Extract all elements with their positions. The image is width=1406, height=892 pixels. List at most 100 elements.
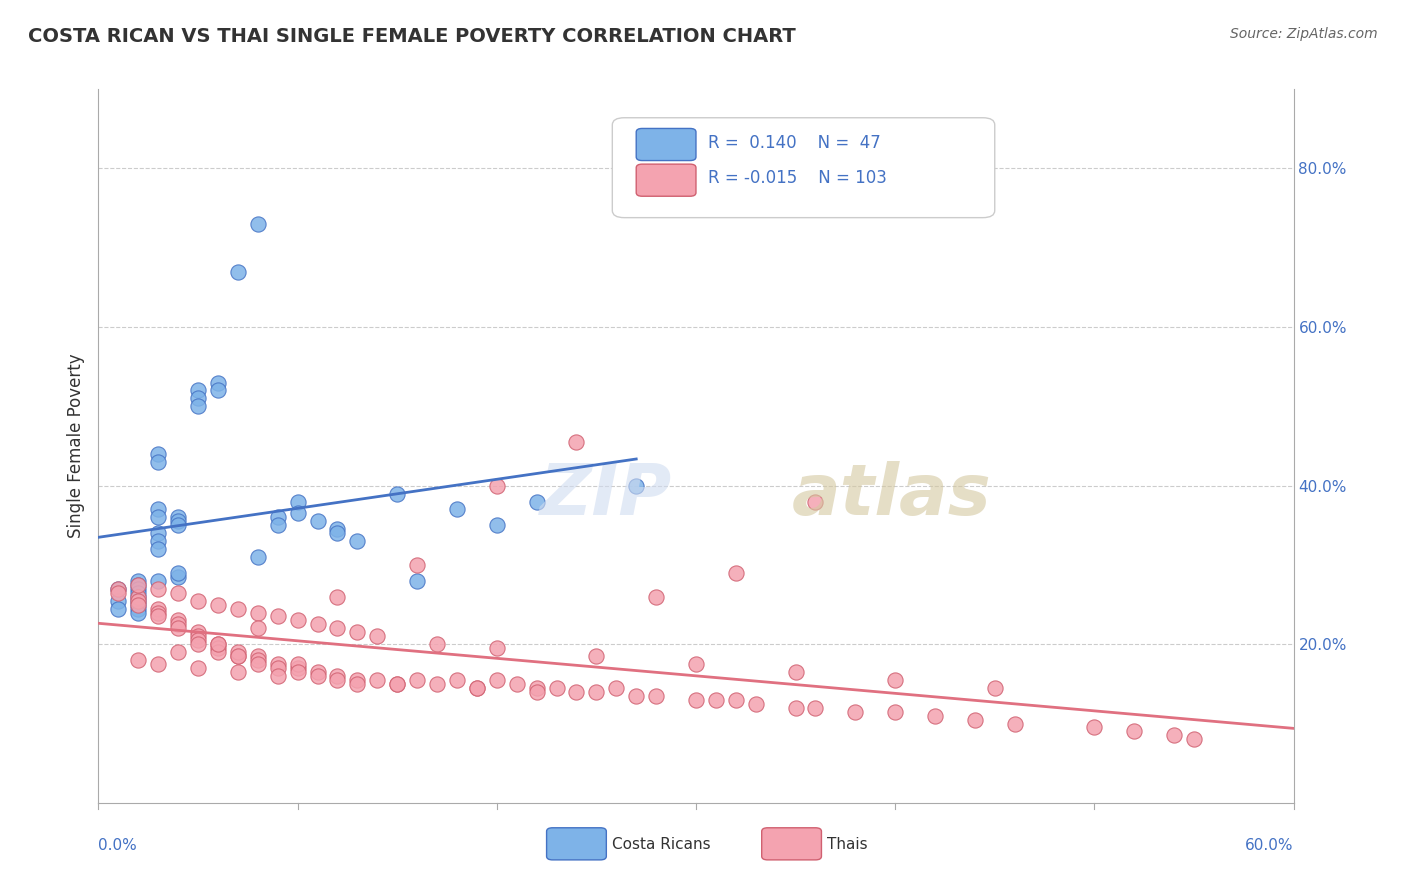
Point	[1083, 721, 1105, 735]
Point	[148, 526, 170, 541]
Point	[167, 514, 190, 528]
Point	[148, 574, 170, 588]
Point	[287, 507, 309, 521]
Point	[326, 673, 349, 687]
Point	[127, 593, 149, 607]
Point	[645, 689, 668, 703]
Point	[127, 606, 149, 620]
Point	[385, 677, 409, 691]
Point	[585, 685, 607, 699]
Point	[187, 629, 209, 643]
Point	[226, 601, 249, 615]
Point	[207, 641, 229, 656]
Point	[626, 478, 648, 492]
Point	[844, 705, 866, 719]
Point	[187, 633, 209, 648]
Point	[426, 637, 449, 651]
Point	[267, 510, 290, 524]
Point	[267, 518, 290, 533]
Point	[127, 590, 149, 604]
Point	[465, 681, 488, 695]
Point	[546, 681, 568, 695]
Point	[107, 601, 129, 615]
Text: Thais: Thais	[827, 837, 868, 852]
Point	[307, 669, 329, 683]
FancyBboxPatch shape	[762, 828, 821, 860]
Point	[127, 593, 149, 607]
Point	[187, 392, 209, 406]
Point	[207, 637, 229, 651]
Point	[526, 681, 548, 695]
Point	[207, 384, 229, 398]
FancyBboxPatch shape	[547, 828, 606, 860]
Point	[187, 637, 209, 651]
Point	[167, 617, 190, 632]
Text: atlas: atlas	[792, 461, 991, 531]
Point	[167, 570, 190, 584]
Point	[307, 617, 329, 632]
Point	[148, 609, 170, 624]
Point	[187, 661, 209, 675]
Point	[1004, 716, 1026, 731]
Point	[326, 621, 349, 635]
Point	[565, 685, 588, 699]
Point	[406, 673, 429, 687]
Point	[107, 593, 129, 607]
Point	[127, 590, 149, 604]
Point	[246, 217, 269, 231]
Point	[287, 614, 309, 628]
Point	[804, 700, 827, 714]
Point	[267, 661, 290, 675]
Point	[426, 677, 449, 691]
Point	[924, 708, 946, 723]
Point	[167, 566, 190, 580]
Point	[685, 692, 707, 706]
Point	[346, 677, 368, 691]
Point	[167, 510, 190, 524]
Point	[167, 621, 190, 635]
Point	[148, 542, 170, 557]
Point	[366, 629, 388, 643]
Text: Source: ZipAtlas.com: Source: ZipAtlas.com	[1230, 27, 1378, 41]
Point	[645, 590, 668, 604]
Point	[148, 601, 170, 615]
Point	[485, 673, 508, 687]
Point	[287, 494, 309, 508]
Point	[626, 689, 648, 703]
Text: Costa Ricans: Costa Ricans	[613, 837, 711, 852]
Point	[485, 518, 508, 533]
Point	[187, 593, 209, 607]
Point	[167, 645, 190, 659]
Point	[226, 649, 249, 664]
Text: 0.0%: 0.0%	[98, 838, 138, 854]
Point	[107, 582, 129, 596]
Point	[1163, 728, 1185, 742]
Point	[745, 697, 768, 711]
Point	[605, 681, 627, 695]
Point	[148, 455, 170, 469]
Point	[287, 661, 309, 675]
Point	[346, 673, 368, 687]
Point	[366, 673, 388, 687]
Point	[485, 478, 508, 492]
Point	[207, 637, 229, 651]
Point	[526, 685, 548, 699]
Point	[326, 522, 349, 536]
Point	[785, 665, 807, 679]
Point	[565, 435, 588, 450]
Point	[167, 518, 190, 533]
Point	[246, 653, 269, 667]
Point	[585, 649, 607, 664]
Point	[107, 582, 129, 596]
Point	[127, 578, 149, 592]
Y-axis label: Single Female Poverty: Single Female Poverty	[66, 354, 84, 538]
Point	[1182, 732, 1205, 747]
Point	[127, 578, 149, 592]
Point	[187, 400, 209, 414]
Point	[385, 677, 409, 691]
Point	[148, 447, 170, 461]
Point	[246, 606, 269, 620]
Text: COSTA RICAN VS THAI SINGLE FEMALE POVERTY CORRELATION CHART: COSTA RICAN VS THAI SINGLE FEMALE POVERT…	[28, 27, 796, 45]
Point	[148, 657, 170, 671]
Point	[685, 657, 707, 671]
